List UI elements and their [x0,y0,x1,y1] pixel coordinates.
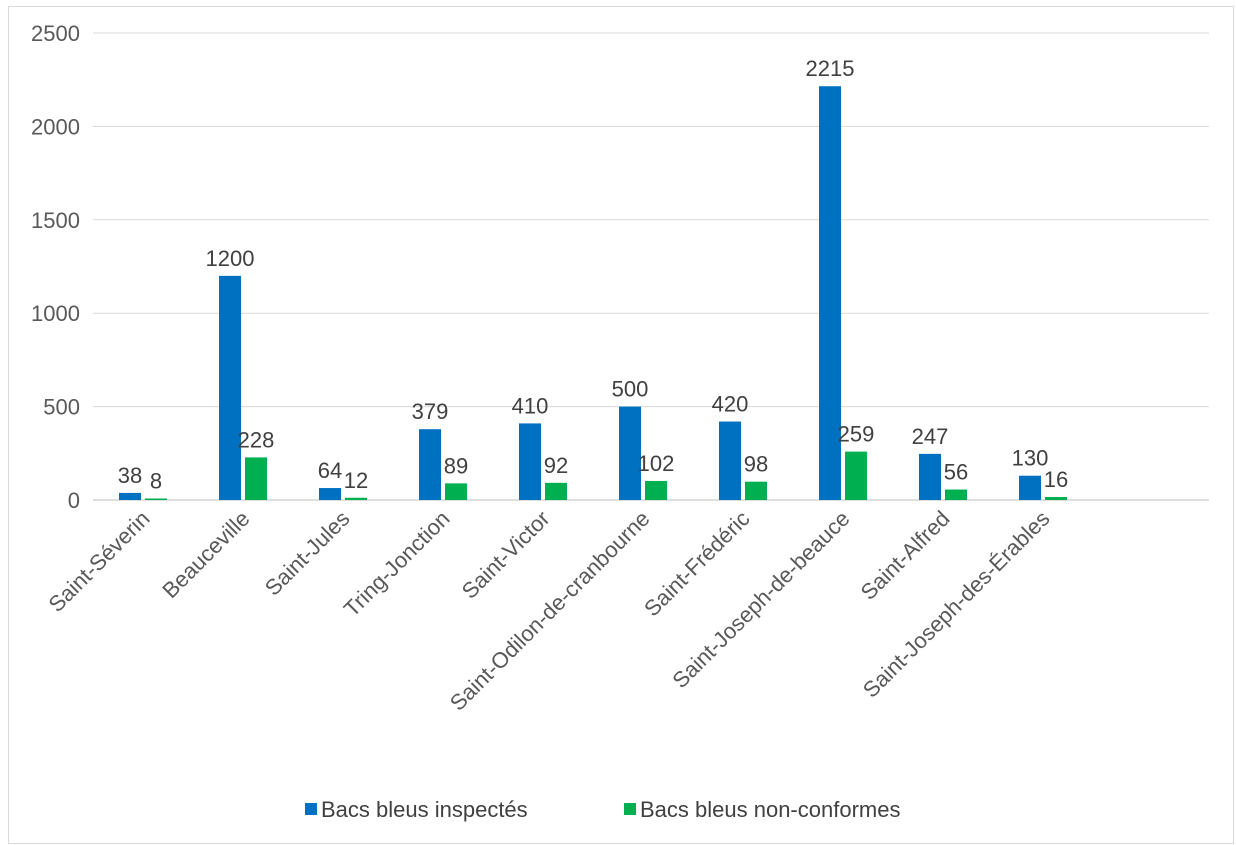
legend-swatch-non-conformes [624,803,636,815]
data-label: 92 [544,453,568,478]
bar-non-conformes [845,451,867,500]
bar-inspectes [819,86,841,500]
x-category-label: Saint-Victor [457,506,555,604]
data-label: 379 [412,399,449,424]
y-tick-label: 2500 [31,21,80,46]
y-tick-label: 2000 [31,114,80,139]
y-tick-label: 500 [43,395,80,420]
bar-inspectes [219,275,241,500]
data-label: 410 [512,393,549,418]
data-label: 98 [744,452,768,477]
x-category-label: Saint-Jules [260,506,355,601]
data-label: 130 [1012,446,1049,471]
bar-inspectes [419,429,441,500]
bar-inspectes [1019,475,1041,500]
bar-inspectes [519,423,541,500]
data-label: 38 [118,463,142,488]
bar-non-conformes [1045,497,1067,500]
bar-non-conformes [445,483,467,500]
bar-inspectes [319,488,341,500]
data-label: 56 [944,460,968,485]
x-category-label: Saint-Joseph-de-beauce [667,506,854,693]
bar-inspectes [619,406,641,500]
legend-label: Bacs bleus non-conformes [640,797,900,822]
bar-non-conformes [745,481,767,500]
x-category-label: Saint-Séverin [43,506,154,617]
data-label: 16 [1044,467,1068,492]
bar-non-conformes [945,489,967,500]
data-label: 1200 [206,246,255,271]
bar-non-conformes [345,497,367,500]
x-category-label: Saint-Joseph-des-Érables [858,506,1055,703]
bar-non-conformes [645,480,667,500]
legend-swatch-inspectes [305,803,317,815]
bar-non-conformes [545,482,567,500]
x-category-label: Saint-Frédéric [639,506,754,621]
bar-non-conformes [145,498,167,500]
data-label: 12 [344,468,368,493]
bar-inspectes [119,492,141,500]
y-tick-label: 0 [68,488,80,513]
data-label: 259 [838,422,875,447]
bar-inspectes [919,453,941,500]
x-category-label: Tring-Jonction [339,506,455,622]
y-tick-label: 1500 [31,208,80,233]
x-category-label: Saint-Odilon-de-cranbourne [445,506,655,716]
data-label: 420 [712,392,749,417]
data-label: 228 [238,427,275,452]
data-label: 2215 [806,56,855,81]
legend-label: Bacs bleus inspectés [321,797,528,822]
data-label: 247 [912,424,949,449]
x-category-label: Beauceville [157,506,254,603]
bar-non-conformes [245,457,267,500]
data-label: 102 [638,451,675,476]
data-label: 8 [150,469,162,494]
data-label: 64 [318,458,342,483]
x-category-label: Saint-Alfred [856,506,955,605]
bar-inspectes [719,421,741,500]
data-label: 89 [444,453,468,478]
data-label: 500 [612,377,649,402]
y-tick-label: 1000 [31,301,80,326]
